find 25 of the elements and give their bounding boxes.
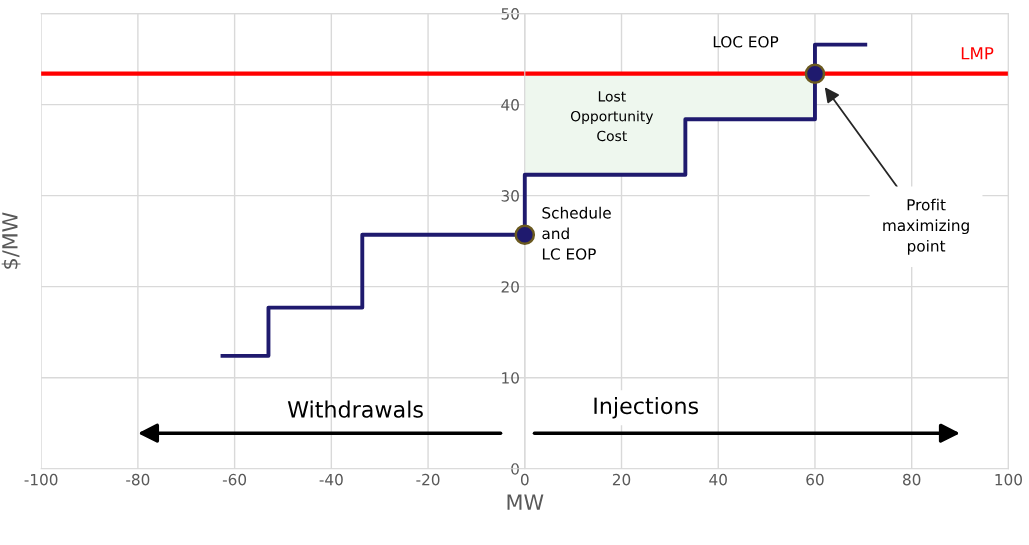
y-tick-label: 30 bbox=[501, 190, 519, 202]
x-axis-title: MW bbox=[507, 494, 544, 510]
annotation: Profit maximizing point bbox=[883, 198, 969, 255]
x-tick-label: -40 bbox=[319, 473, 343, 486]
x-tick-label: 40 bbox=[709, 473, 727, 486]
x-tick-label: 20 bbox=[612, 473, 631, 486]
x-tick-label: 100 bbox=[995, 473, 1022, 486]
y-tick-label: 10 bbox=[502, 372, 519, 384]
y-axis-title: $/MW bbox=[1, 212, 21, 269]
y-tick-label: 0 bbox=[511, 463, 519, 475]
annotation: Lost Opportunity Cost bbox=[570, 91, 654, 142]
x-tick-label: 60 bbox=[806, 473, 824, 486]
x-tick-label: -100 bbox=[24, 473, 58, 486]
x-tick-label: -20 bbox=[416, 473, 440, 486]
annotation: Withdrawals bbox=[287, 400, 423, 418]
annotation: Schedule and LC EOP bbox=[542, 206, 611, 260]
annotation: LOC EOP bbox=[713, 36, 779, 48]
x-tick-label: -60 bbox=[222, 473, 247, 486]
annotation: Injections bbox=[594, 396, 699, 419]
y-tick-label: 20 bbox=[501, 281, 519, 293]
x-tick-label: 0 bbox=[520, 473, 529, 486]
y-tick-label: 40 bbox=[501, 99, 519, 111]
x-tick-label: 80 bbox=[903, 473, 921, 486]
x-tick-label: -80 bbox=[126, 473, 150, 486]
ref-line-label: LMP bbox=[961, 47, 994, 60]
